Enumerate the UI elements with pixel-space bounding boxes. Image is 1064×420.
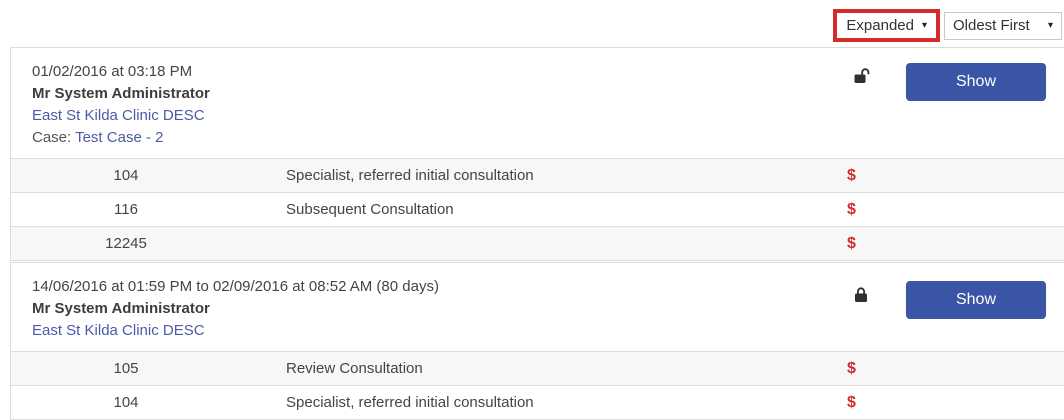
fee-icon: $ [847, 166, 856, 184]
service-row: 116 Subsequent Consultation $ [11, 192, 1064, 226]
item-code: 104 [113, 167, 139, 184]
provider-name: Mr System Administrator [32, 300, 210, 317]
sort-order-select[interactable]: Oldest First ▾ [944, 11, 1062, 40]
visit-record: 14/06/2016 at 01:59 PM to 02/09/2016 at … [10, 262, 1064, 420]
service-row: 12245 $ [11, 226, 1064, 260]
clinic-link[interactable]: East St Kilda Clinic DESC [32, 322, 205, 339]
fee-icon: $ [847, 234, 856, 252]
view-mode-value: Expanded [846, 17, 914, 34]
show-button[interactable]: Show [906, 63, 1046, 101]
service-row: 104 Specialist, referred initial consult… [11, 385, 1064, 419]
visit-record: 01/02/2016 at 03:18 PM Mr System Adminis… [10, 47, 1064, 261]
fee-icon: $ [847, 393, 856, 411]
item-code: 116 [114, 201, 138, 218]
visit-date: 01/02/2016 at 03:18 PM [32, 63, 193, 80]
item-code: 12245 [105, 235, 147, 252]
service-row: 105 Review Consultation $ [11, 351, 1064, 385]
view-mode-select[interactable]: Expanded ▾ [837, 13, 936, 38]
fee-icon: $ [847, 359, 856, 377]
sort-order-value: Oldest First [953, 17, 1030, 34]
item-description: Subsequent Consultation [286, 201, 454, 218]
item-description: Specialist, referred initial consultatio… [286, 167, 534, 184]
chevron-down-icon: ▾ [1047, 19, 1053, 31]
case-label: Case: [32, 129, 72, 146]
provider-name: Mr System Administrator [32, 85, 210, 102]
item-code: 104 [113, 394, 139, 411]
service-row: 104 Specialist, referred initial consult… [11, 158, 1064, 192]
list-toolbar: Expanded ▾ Oldest First ▾ [833, 9, 1062, 42]
visit-date: 14/06/2016 at 01:59 PM to 02/09/2016 at … [32, 278, 439, 295]
unlocked-icon [854, 68, 872, 84]
clinic-link[interactable]: East St Kilda Clinic DESC [32, 107, 205, 124]
chevron-down-icon: ▾ [921, 19, 927, 31]
item-description: Specialist, referred initial consultatio… [286, 394, 534, 411]
annotation-highlight: Expanded ▾ [833, 9, 940, 42]
locked-icon [854, 287, 872, 303]
item-code: 105 [113, 360, 139, 377]
show-button[interactable]: Show [906, 281, 1046, 319]
visit-header: 01/02/2016 at 03:18 PM Mr System Adminis… [11, 48, 1064, 158]
case-link[interactable]: Test Case - 2 [75, 129, 164, 146]
item-description: Review Consultation [286, 360, 423, 377]
visit-header: 14/06/2016 at 01:59 PM to 02/09/2016 at … [11, 263, 1064, 351]
fee-icon: $ [847, 200, 856, 218]
